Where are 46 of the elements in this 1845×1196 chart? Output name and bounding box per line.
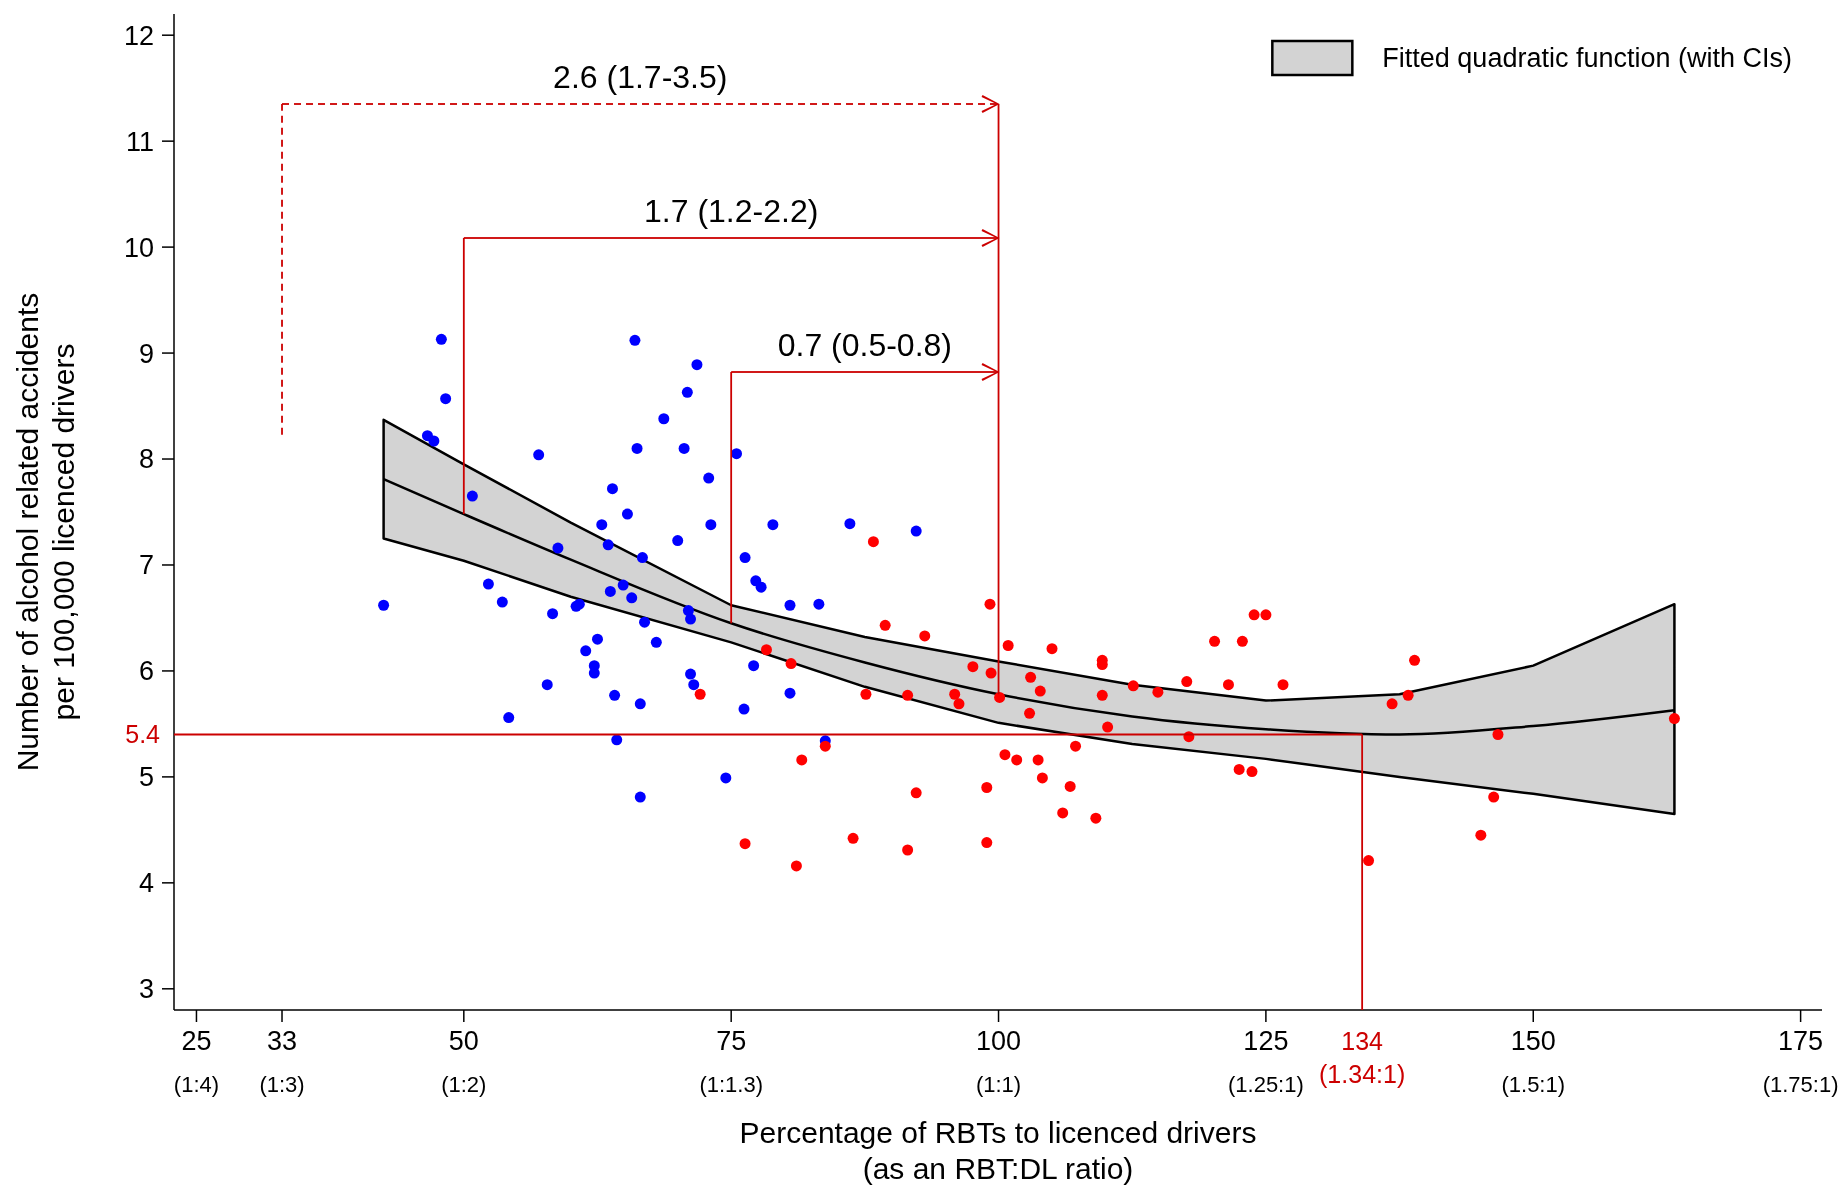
annotation: 1.7 (1.2-2.2) [644, 193, 819, 229]
text: (1:1) [975, 1072, 1022, 1097]
text: (1:2) [441, 1072, 487, 1097]
text: (1:1.3) [699, 1072, 763, 1097]
text: (1.25:1) [1227, 1072, 1304, 1097]
point [1363, 855, 1375, 867]
point [440, 393, 452, 405]
point [902, 844, 914, 856]
y-axis-title: Number of alcohol related accidents per 100,000 licenced drivers [11, 292, 80, 772]
text: (1.75:1) [1762, 1072, 1839, 1097]
point [847, 832, 859, 844]
x-axis-title: Percentage of RBTs to licenced drivers (as an RBT:DL ratio) [739, 1116, 1257, 1185]
text: (1:4) [173, 1072, 220, 1097]
y-tick-label: 10 [123, 232, 154, 263]
text: (1:3) [259, 1072, 305, 1097]
y-tick-label: 6 [138, 656, 154, 687]
point [1475, 829, 1487, 841]
x-tick-label: 25 [181, 1026, 212, 1056]
y-tick-label: 12 [123, 20, 154, 51]
annotation: 0.7 (0.5-0.8) [777, 327, 953, 363]
y-tick-label: 7 [138, 550, 154, 581]
x-tick-label: 175 [1778, 1026, 1824, 1056]
point [691, 359, 703, 371]
y-tick-label: 9 [138, 338, 154, 369]
point [681, 386, 693, 398]
y-tick-label: 8 [138, 444, 154, 475]
y-tick-label: 4 [138, 868, 154, 899]
x-tick-label: 125 [1243, 1026, 1289, 1056]
point [981, 837, 993, 849]
point [739, 838, 751, 850]
point [435, 333, 447, 345]
x-tick-label: 33 [266, 1026, 298, 1056]
point [790, 860, 802, 872]
x-tick-label: 150 [1510, 1026, 1556, 1056]
ref-line-label: 5.4 [125, 720, 161, 749]
x-tick-label: 100 [976, 1026, 1022, 1056]
annotation: 2.6 (1.7-3.5) [553, 59, 728, 95]
x-tick-label: 50 [448, 1026, 479, 1056]
text: (1.5:1) [1501, 1072, 1566, 1097]
y-tick-label: 5 [138, 762, 154, 793]
legend-label: Fitted quadratic function (with CIs) [1382, 43, 1792, 74]
ref-line-label: 134 (1.34:1) [1319, 1027, 1406, 1088]
x-tick-label: 75 [716, 1026, 747, 1056]
point [629, 334, 641, 346]
y-tick-label: 3 [138, 974, 154, 1005]
y-tick-label: 11 [125, 126, 154, 157]
